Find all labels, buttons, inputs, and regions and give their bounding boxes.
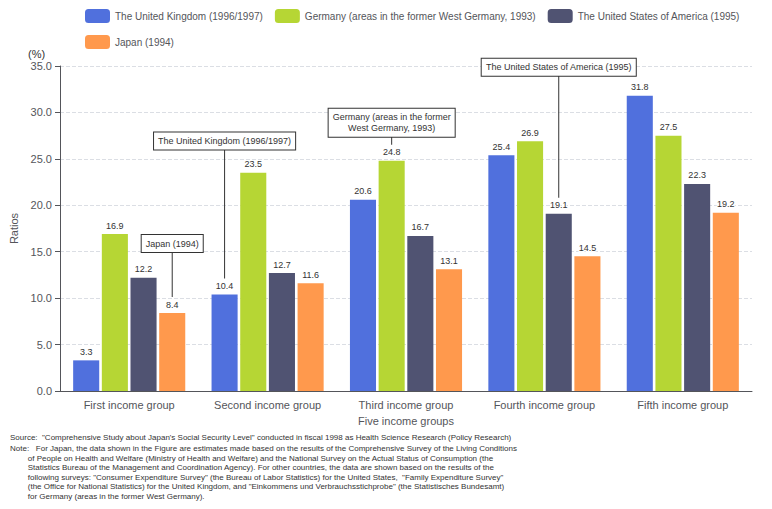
svg-text:26.9: 26.9 — [521, 128, 539, 138]
svg-text:12.2: 12.2 — [135, 264, 153, 274]
svg-text:10.0: 10.0 — [31, 292, 52, 304]
svg-text:12.7: 12.7 — [273, 260, 291, 270]
svg-text:of People on Health and Welfar: of People on Health and Welfare (Ministr… — [10, 454, 494, 463]
svg-text:Second income group: Second income group — [214, 399, 321, 411]
svg-text:19.2: 19.2 — [717, 199, 735, 209]
svg-text:30.0: 30.0 — [31, 106, 52, 118]
svg-text:Statistics Bureau of the Manag: Statistics Bureau of the Management and … — [10, 463, 494, 472]
svg-text:23.5: 23.5 — [244, 159, 262, 169]
svg-text:Germany (areas in the former W: Germany (areas in the former West German… — [305, 11, 536, 22]
svg-text:25.0: 25.0 — [31, 153, 52, 165]
svg-text:27.5: 27.5 — [660, 122, 678, 132]
svg-text:24.8: 24.8 — [383, 147, 401, 157]
svg-text:31.8: 31.8 — [631, 82, 649, 92]
svg-text:Note: For Japan, the data sh: Note: For Japan, the data shown in the F… — [10, 444, 517, 453]
svg-text:19.1: 19.1 — [550, 200, 568, 210]
svg-text:West Germany, 1993): West Germany, 1993) — [348, 123, 435, 133]
svg-text:20.6: 20.6 — [354, 186, 372, 196]
svg-text:Source: "Comprehensive Study: Source: "Comprehensive Study about Japan… — [10, 433, 512, 442]
svg-text:5.0: 5.0 — [37, 339, 52, 351]
svg-text:Third income group: Third income group — [359, 399, 454, 411]
svg-text:3.3: 3.3 — [80, 347, 93, 357]
svg-text:The United States of America (: The United States of America (1995) — [486, 62, 632, 72]
svg-text:The United Kingdom (1996/1997): The United Kingdom (1996/1997) — [158, 136, 291, 146]
svg-text:Fourth income group: Fourth income group — [494, 399, 596, 411]
svg-text:14.5: 14.5 — [579, 243, 597, 253]
svg-text:following surveys: "Consumer E: following surveys: "Consumer Expenditure… — [10, 473, 504, 482]
svg-text:for Germany (areas in the form: for Germany (areas in the former West Ge… — [10, 492, 205, 501]
svg-text:Japan (1994): Japan (1994) — [115, 37, 174, 48]
svg-text:35.0: 35.0 — [31, 60, 52, 72]
svg-text:Germany (areas in the former: Germany (areas in the former — [333, 112, 451, 122]
svg-text:(the Office for National Stati: (the Office for National Statistics) for… — [10, 482, 505, 491]
svg-text:0.0: 0.0 — [37, 385, 52, 397]
svg-text:11.6: 11.6 — [302, 270, 319, 280]
svg-text:The United Kingdom (1996/1997): The United Kingdom (1996/1997) — [115, 11, 263, 22]
svg-text:First income group: First income group — [84, 399, 175, 411]
svg-text:(%): (%) — [28, 48, 45, 60]
svg-text:16.9: 16.9 — [106, 221, 124, 231]
svg-text:15.0: 15.0 — [31, 246, 52, 258]
svg-text:8.4: 8.4 — [166, 300, 179, 310]
svg-text:13.1: 13.1 — [440, 256, 458, 266]
svg-text:20.0: 20.0 — [31, 199, 52, 211]
svg-text:Ratios: Ratios — [8, 212, 20, 244]
svg-text:The United States of America (: The United States of America (1995) — [578, 11, 740, 22]
svg-text:Five income groups: Five income groups — [358, 415, 454, 427]
svg-text:10.4: 10.4 — [216, 281, 234, 291]
svg-text:Japan (1994): Japan (1994) — [146, 239, 199, 249]
svg-text:25.4: 25.4 — [493, 142, 511, 152]
svg-text:22.3: 22.3 — [688, 170, 706, 180]
svg-text:Fifth income group: Fifth income group — [637, 399, 728, 411]
svg-text:16.7: 16.7 — [412, 222, 430, 232]
